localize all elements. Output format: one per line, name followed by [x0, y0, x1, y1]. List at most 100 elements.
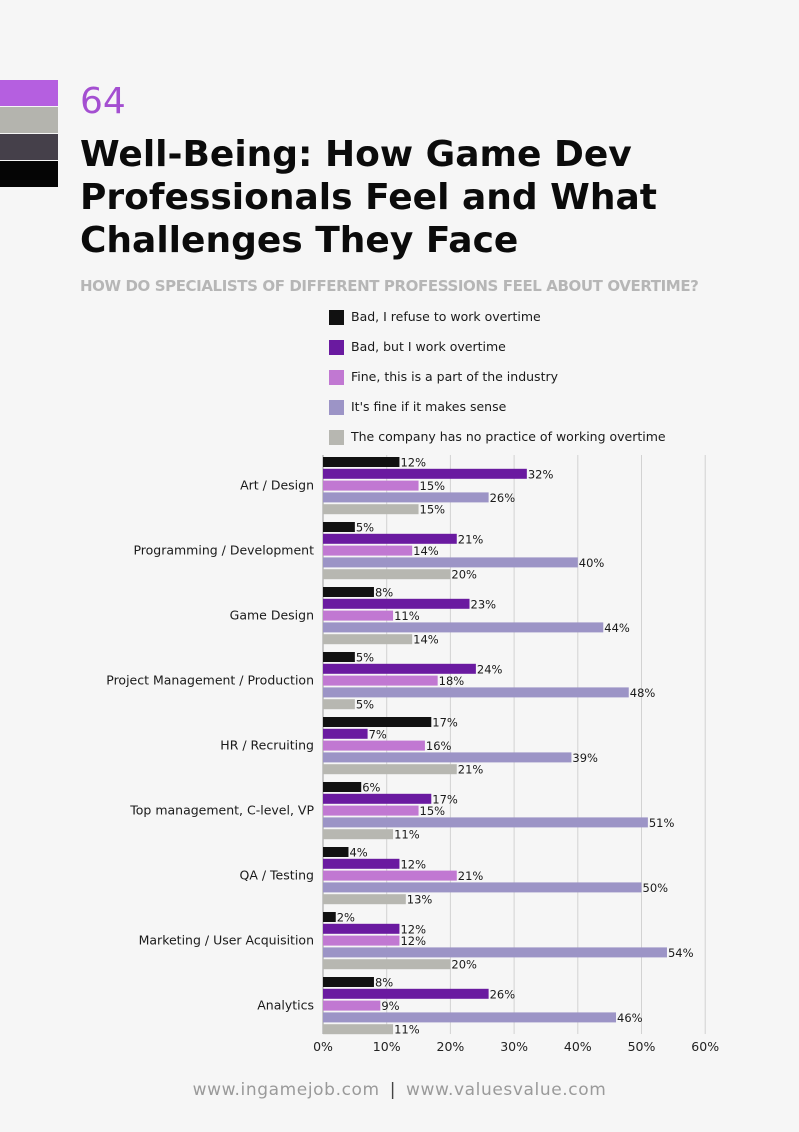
category-label: QA / Testing [240, 868, 315, 883]
data-label: 14% [413, 633, 439, 647]
data-label: 17% [432, 716, 458, 730]
data-label: 9% [381, 999, 399, 1013]
footer: www.ingamejob.com | www.valuesvalue.com [0, 1080, 799, 1100]
bar [323, 634, 413, 645]
color-swatch-purple [0, 80, 58, 106]
category-label: Analytics [257, 998, 314, 1013]
x-tick-label: 40% [564, 1039, 592, 1054]
data-label: 24% [477, 662, 503, 676]
footer-separator: | [389, 1080, 397, 1100]
category-label: Project Management / Production [106, 673, 314, 688]
color-swatch-gray [0, 107, 58, 133]
bar [323, 782, 362, 792]
bar [323, 717, 432, 727]
data-label: 20% [451, 568, 477, 582]
bar [323, 610, 394, 621]
data-label: 21% [458, 763, 484, 777]
data-label: 16% [426, 739, 452, 753]
data-label: 21% [458, 532, 484, 546]
data-label: 4% [349, 846, 367, 860]
bar [323, 663, 476, 674]
category-label: HR / Recruiting [220, 738, 314, 753]
footer-link-ingamejob[interactable]: www.ingamejob.com [192, 1080, 380, 1100]
bar [323, 545, 413, 556]
bar [323, 675, 438, 686]
legend-key-no-practice [329, 430, 344, 445]
bar [323, 959, 451, 970]
bar [323, 894, 406, 905]
bar [323, 882, 642, 893]
bar [323, 870, 457, 881]
data-label: 15% [420, 503, 446, 517]
data-label: 17% [432, 792, 458, 806]
data-label: 7% [369, 727, 387, 741]
x-tick-label: 30% [500, 1039, 528, 1054]
data-label: 15% [420, 804, 446, 818]
legend-key-bad-but-work [329, 340, 344, 355]
bar [323, 740, 425, 751]
category-label: Marketing / User Acquisition [139, 933, 314, 948]
bar [323, 817, 648, 828]
legend-key-refuse [329, 310, 344, 325]
data-label: 50% [643, 881, 669, 895]
footer-link-valuesvalue[interactable]: www.valuesvalue.com [406, 1080, 607, 1100]
bar [323, 947, 667, 958]
data-label: 5% [356, 698, 374, 712]
data-label: 11% [394, 1023, 420, 1037]
category-label: Art / Design [240, 478, 314, 493]
bar [323, 847, 349, 857]
data-label: 46% [617, 1011, 643, 1025]
data-label: 6% [362, 781, 380, 795]
page-number: 64 [80, 81, 126, 122]
bar-chart: 0% 10% 20% 30% 40% 50% 60% Art / Design 12% 32% 15… [106, 455, 719, 1054]
category-label: Top management, C-level, VP [129, 803, 314, 818]
bar [323, 977, 374, 987]
bar [323, 468, 527, 479]
data-label: 8% [375, 586, 393, 600]
category-label: Game Design [230, 608, 314, 623]
page-title: Well-Being: How Game Dev Professionals F… [80, 134, 658, 261]
bar [323, 764, 457, 775]
data-label: 15% [420, 479, 446, 493]
data-label: 11% [394, 609, 420, 623]
bar [323, 1024, 394, 1035]
bar [323, 569, 451, 580]
data-label: 39% [572, 751, 598, 765]
data-label: 26% [490, 987, 516, 1001]
legend-label-industry: Fine, this is a part of the industry [351, 369, 559, 384]
data-label: 20% [451, 958, 477, 972]
chart-question: HOW DO SPECIALISTS OF DIFFERENT PROFESSI… [80, 277, 699, 295]
bar [323, 912, 336, 922]
data-label: 21% [458, 869, 484, 883]
data-label: 44% [604, 621, 630, 635]
bar [323, 1000, 381, 1011]
bar [323, 923, 400, 934]
data-label: 14% [413, 544, 439, 558]
bar [323, 557, 578, 568]
bar [323, 522, 355, 532]
bar [323, 829, 394, 840]
x-tick-label: 10% [373, 1039, 401, 1054]
category-label: Programming / Development [133, 543, 314, 558]
bar [323, 504, 419, 515]
data-label: 51% [649, 816, 675, 830]
data-label: 5% [356, 651, 374, 665]
x-tick-label: 60% [691, 1039, 719, 1054]
data-label: 2% [337, 911, 355, 925]
bar [323, 533, 457, 544]
bar [323, 457, 400, 467]
color-swatch-dark-gray [0, 134, 58, 160]
legend-label-refuse: Bad, I refuse to work overtime [351, 309, 541, 324]
data-label: 12% [400, 934, 426, 948]
bar [323, 598, 470, 609]
data-label: 54% [668, 946, 694, 960]
bar [323, 587, 374, 597]
bar [323, 805, 419, 816]
bar [323, 699, 355, 710]
data-label: 8% [375, 976, 393, 990]
data-label: 5% [356, 521, 374, 535]
bar [323, 793, 432, 804]
bar [323, 935, 400, 946]
data-label: 32% [528, 467, 554, 481]
data-label: 23% [471, 597, 497, 611]
